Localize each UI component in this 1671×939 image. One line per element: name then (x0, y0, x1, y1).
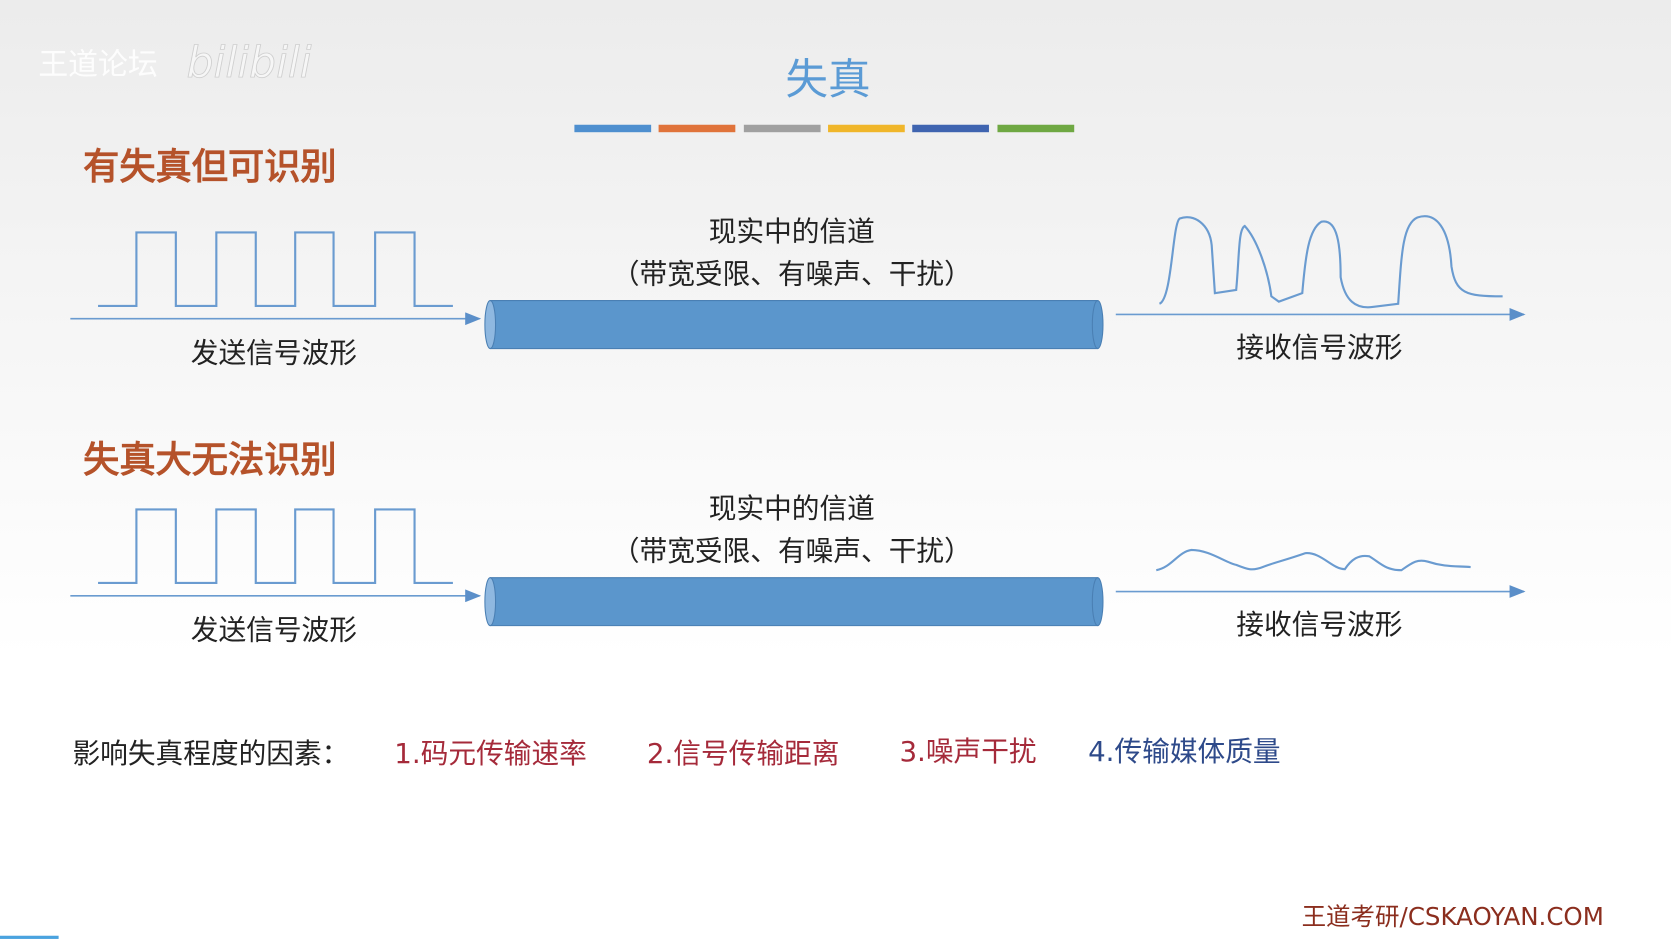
channel-cylinder (484, 577, 1104, 627)
send-label: 发送信号波形 (191, 613, 357, 646)
section-unrecognizable: 失真大无法识别 发送信号波形 现实中的信道 （带宽受限、有噪声、干扰） 接收信号… (70, 438, 1526, 646)
received-wave (1158, 215, 1503, 309)
bilibili-logo: bilibili (186, 38, 311, 88)
color-bar (912, 124, 989, 133)
distortion-factors: 影响失真程度的因素： 1.码元传输速率 2.信号传输距离 3.噪声干扰 4.传输… (72, 735, 1280, 770)
progress-indicator (0, 935, 59, 939)
color-bar (997, 124, 1075, 133)
section-recognizable: 有失真但可识别 发送信号波形 现实中的信道 （带宽受限、有噪声、干扰） 接收信号… (70, 145, 1526, 369)
section-heading: 失真大无法识别 (83, 438, 337, 481)
factors-label: 影响失真程度的因素： (72, 737, 349, 770)
factor-item: 1.码元传输速率 (394, 737, 587, 770)
factor-item: 4.传输媒体质量 (1088, 735, 1281, 768)
channel-label: 现实中的信道 (709, 492, 875, 525)
factor-item: 2.信号传输距离 (647, 737, 840, 770)
received-wave (1156, 548, 1471, 572)
channel-description: （带宽受限、有噪声、干扰） (612, 535, 972, 568)
color-bar (743, 124, 821, 133)
square-wave (98, 231, 453, 307)
page-title: 失真 (785, 55, 870, 105)
channel-label: 现实中的信道 (709, 215, 875, 248)
color-bar (658, 124, 736, 133)
watermark-forum: 王道论坛 (38, 48, 157, 83)
square-wave (98, 508, 453, 585)
color-bar (574, 124, 652, 133)
channel-cylinder (484, 300, 1104, 350)
send-label: 发送信号波形 (191, 336, 357, 369)
section-heading: 有失真但可识别 (83, 145, 337, 188)
receive-label: 接收信号波形 (1236, 608, 1402, 641)
footer-brand: 王道考研/CSKAOYAN.COM (1302, 902, 1604, 931)
channel-description: （带宽受限、有噪声、干扰） (612, 258, 972, 291)
receive-label: 接收信号波形 (1236, 331, 1402, 364)
color-bar-strip (574, 124, 1075, 133)
color-bar (828, 124, 905, 133)
factor-item: 3.噪声干扰 (899, 735, 1036, 768)
